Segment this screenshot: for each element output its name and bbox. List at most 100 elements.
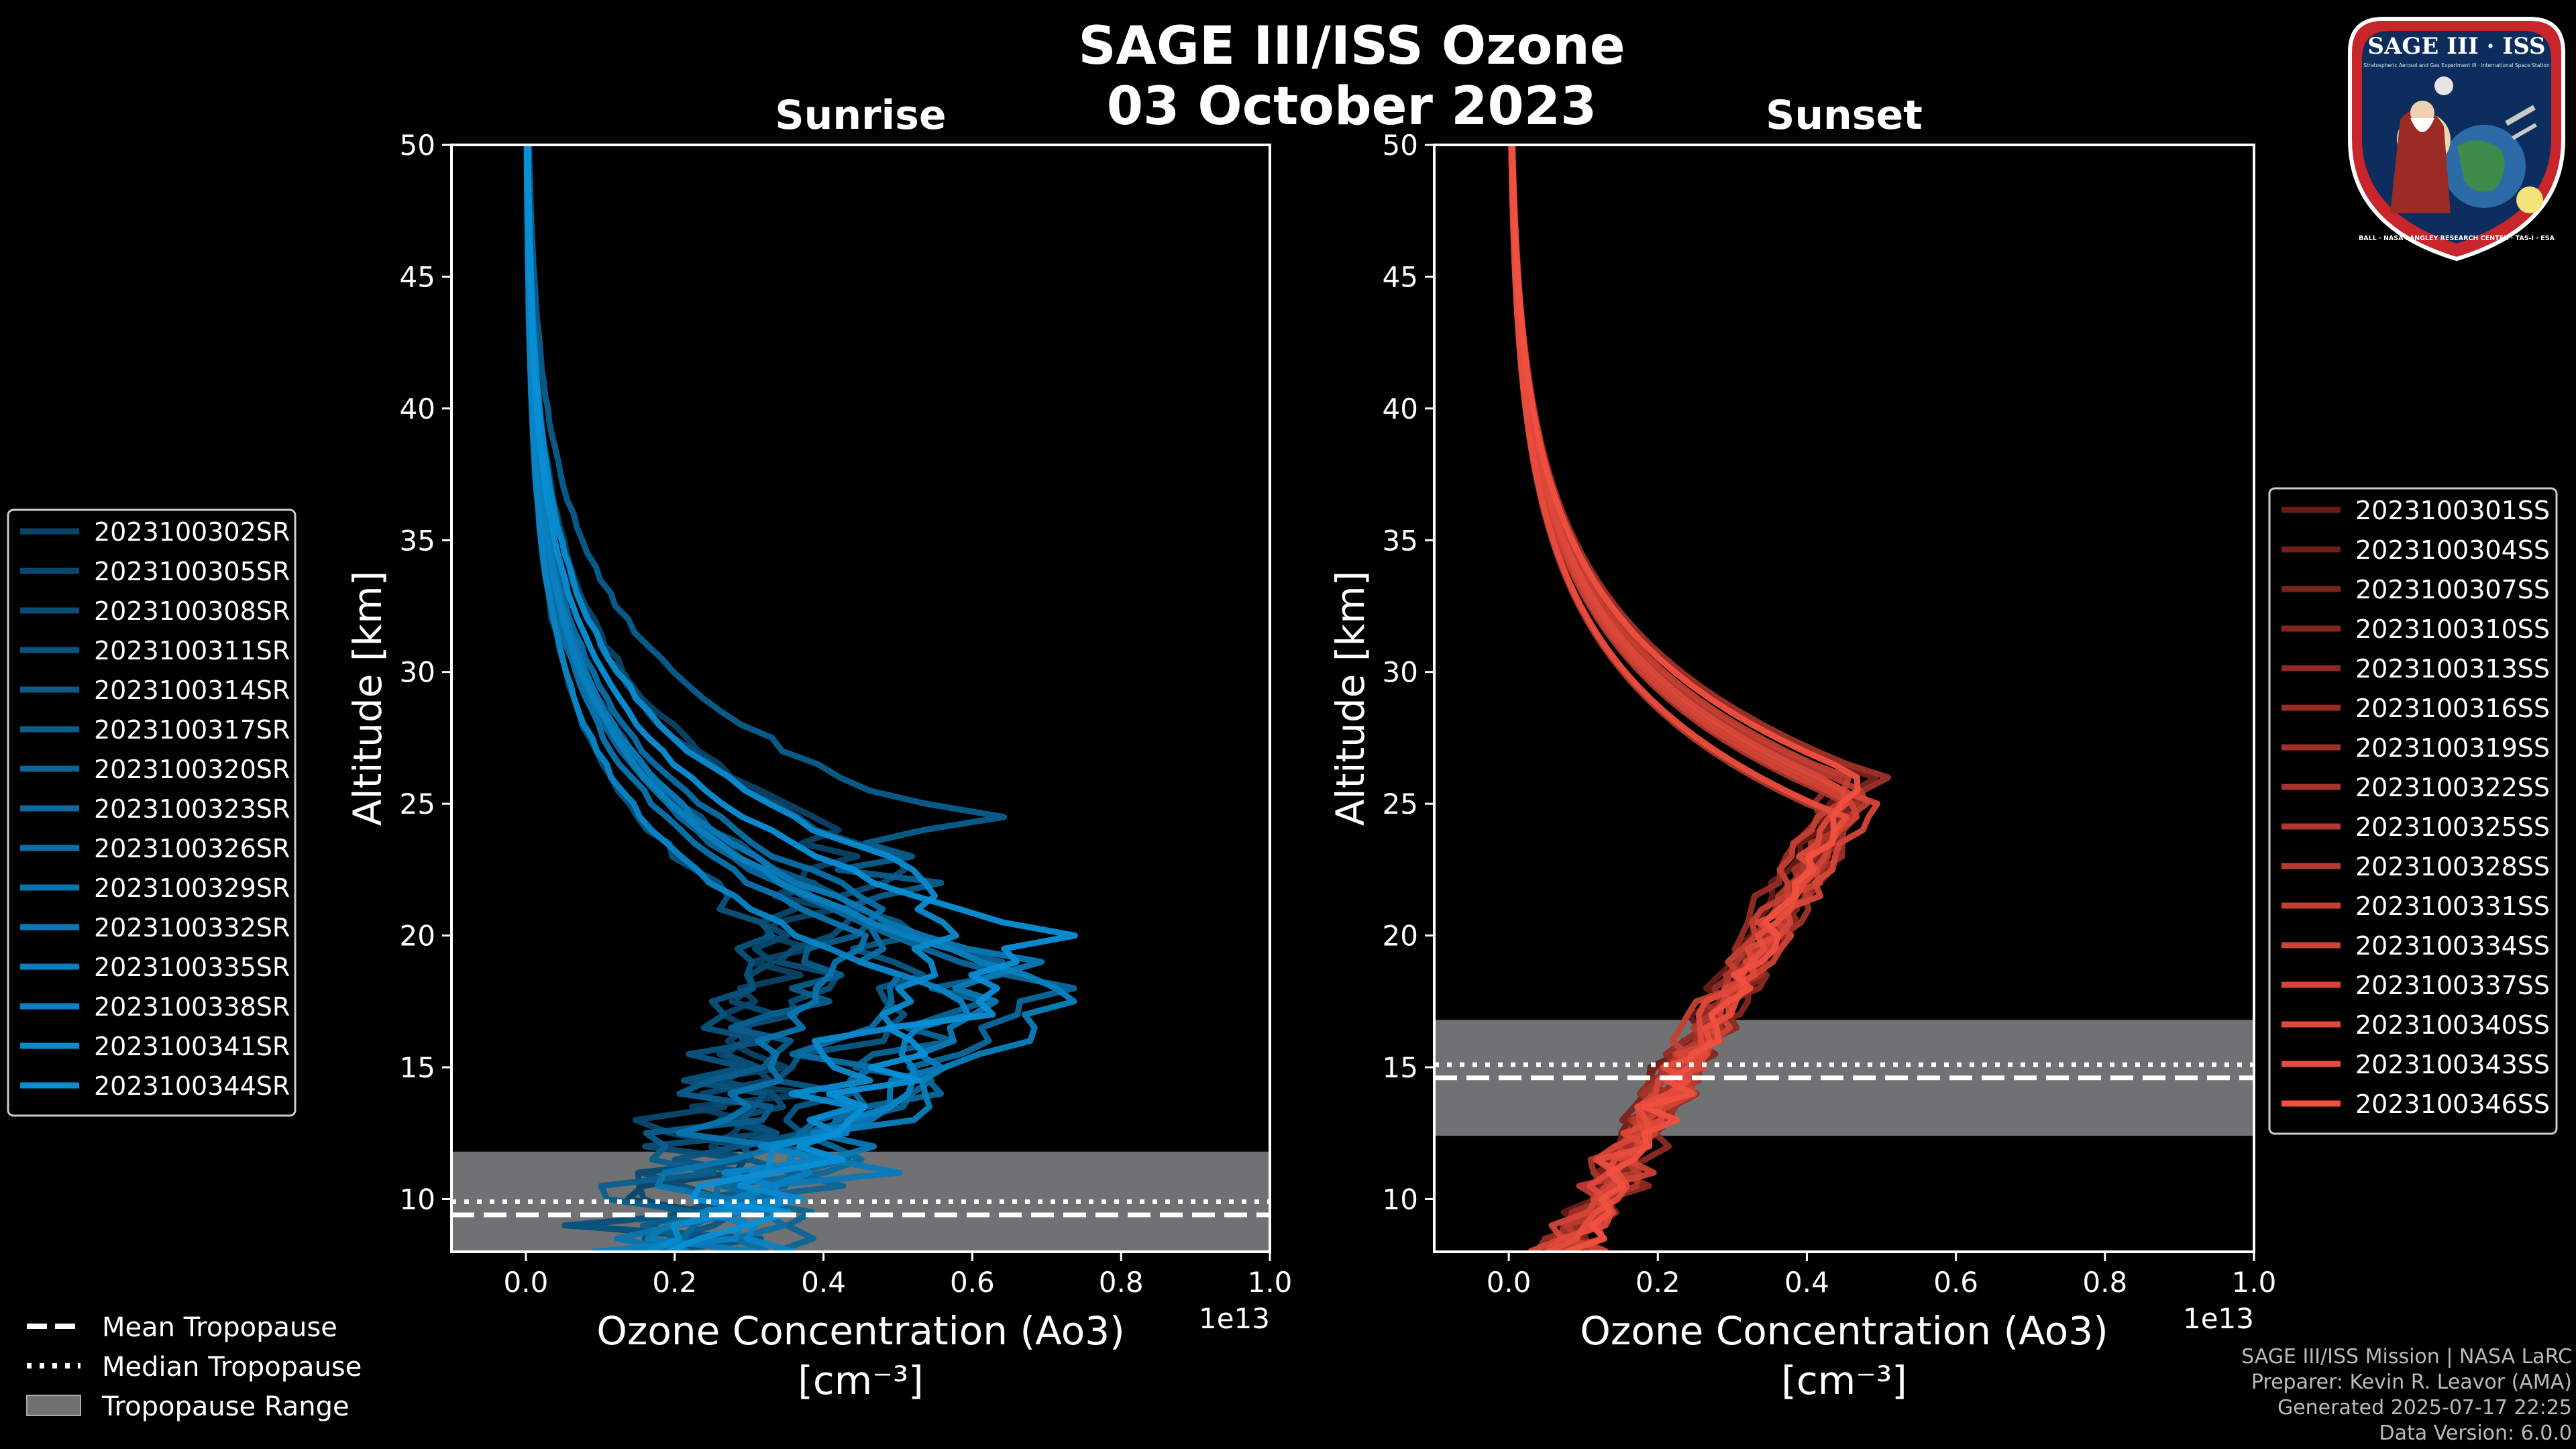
series-legend-sunrise: 2023100302SR 2023100305SR 2023100308SR 2023…	[7, 508, 297, 1117]
axes-frame	[450, 144, 1271, 1253]
legend-entry: 2023100317SR	[94, 715, 290, 745]
panel-sunrise: 10 15 20 25 30 35 40 45 50 0.0 0.2 0.4 0.6 0.8 1.01e13…	[7, 92, 1293, 1403]
legend-median-label: Median Tropopause	[102, 1352, 362, 1383]
profile-line-2023100344sr	[524, 145, 1078, 1252]
legend-entry: 2023100329SR	[94, 873, 290, 903]
profile-line-2023100317sr	[526, 145, 1008, 1252]
y-tick-label: 35	[1383, 524, 1418, 557]
y-axis-label: Altitude [km]	[345, 571, 390, 826]
subplot-title: Sunrise	[775, 92, 946, 139]
subplot-title: Sunset	[1766, 92, 1923, 139]
x-offset-text: 1e13	[2183, 1302, 2254, 1335]
profile-line-2023100343ss	[1508, 145, 1849, 1252]
legend-entry: 2023100331SS	[2355, 892, 2550, 921]
legend-entry: 2023100340SS	[2355, 1010, 2550, 1040]
y-tick-label: 25	[400, 788, 435, 820]
legend-entry: 2023100326SR	[94, 834, 290, 863]
y-tick-label: 10	[1383, 1183, 1418, 1216]
tropopause-legend: Mean Tropopause Median Tropopause Tropopau…	[26, 1312, 362, 1422]
y-tick-label: 30	[1383, 656, 1418, 689]
legend-box	[7, 508, 297, 1117]
legend-entry: 2023100341SR	[94, 1032, 290, 1061]
legend-mean-label: Mean Tropopause	[102, 1312, 337, 1343]
profile-line-2023100338sr	[523, 145, 971, 1252]
legend-entry: 2023100314SR	[94, 676, 290, 705]
logo-ring-text: BALL · NASA LANGLEY RESEARCH CENTER · TA…	[2359, 235, 2555, 242]
y-tick-label: 15	[1383, 1051, 1418, 1084]
x-tick-label: 0.4	[801, 1266, 846, 1299]
x-tick-label: 0.0	[1487, 1266, 1532, 1299]
x-tick-label: 1.0	[1248, 1266, 1293, 1299]
legend-entry: 2023100310SS	[2355, 614, 2550, 644]
y-tick-label: 15	[400, 1051, 435, 1084]
figure-title-line1: SAGE III/ISS Ozone	[1078, 16, 1625, 76]
y-tick-label: 30	[400, 656, 435, 689]
legend-entry: 2023100343SS	[2355, 1050, 2550, 1079]
legend-entry: 2023100320SR	[94, 755, 290, 784]
series-legend-sunset: 2023100301SS 2023100304SS 2023100307SS 2023…	[2268, 487, 2558, 1135]
legend-entry: 2023100338SR	[94, 992, 290, 1022]
x-tick-label: 0.2	[1635, 1266, 1680, 1299]
y-tick-label: 35	[400, 524, 435, 557]
y-tick-label: 45	[400, 260, 435, 293]
credit-mission: SAGE III/ISS Mission | NASA LaRC	[2241, 1345, 2572, 1368]
legend-entry: 2023100344SR	[94, 1071, 290, 1101]
y-tick-label: 40	[1383, 392, 1418, 425]
profile-line-2023100346ss	[1509, 145, 1861, 1252]
x-tick-label: 0.6	[950, 1266, 995, 1299]
legend-entry: 2023100323SR	[94, 794, 290, 824]
y-tick-label: 40	[400, 392, 435, 425]
profile-lines	[1508, 145, 1892, 1252]
credit-generated: Generated 2025-07-17 22:25	[2277, 1396, 2572, 1419]
y-tick-label: 50	[1383, 129, 1418, 162]
x-tick-label: 0.0	[504, 1266, 549, 1299]
x-offset-text: 1e13	[1199, 1302, 1270, 1335]
legend-entry: 2023100322SS	[2355, 773, 2550, 802]
legend-entry: 2023100308SR	[94, 596, 290, 626]
x-tick-label: 0.4	[1784, 1266, 1829, 1299]
figure-title-line2: 03 October 2023	[1106, 76, 1597, 137]
legend-entry: 2023100325SS	[2355, 812, 2550, 842]
y-axis-label: Altitude [km]	[1328, 571, 1373, 826]
x-axis-label: Ozone Concentration (Ao3)	[596, 1308, 1125, 1354]
credit-preparer: Preparer: Kevin R. Leavor (AMA)	[2251, 1371, 2572, 1394]
legend-entry: 2023100337SS	[2355, 971, 2550, 1000]
x-tick-label: 0.8	[2082, 1266, 2127, 1299]
figure-credits: SAGE III/ISS Mission | NASA LaRC Prepare…	[2241, 1344, 2572, 1446]
legend-range-swatch	[26, 1395, 81, 1416]
logo-name: SAGE III · ISS	[2367, 33, 2545, 60]
legend-entry: 2023100319SS	[2355, 733, 2550, 763]
legend-entry: 2023100304SS	[2355, 535, 2550, 565]
x-axis-unit: [cm⁻³]	[1781, 1358, 1907, 1403]
legend-entry: 2023100301SS	[2355, 496, 2550, 525]
profile-lines	[523, 145, 1078, 1252]
panel-sunset: 10 15 20 25 30 35 40 45 50 0.0 0.2 0.4 0.6 0.8 1.01e13…	[1328, 92, 2558, 1403]
legend-entry: 2023100328SS	[2355, 852, 2550, 881]
legend-entry: 2023100313SS	[2355, 654, 2550, 684]
x-tick-label: 1.0	[2232, 1266, 2277, 1299]
y-tick-label: 25	[1383, 788, 1418, 820]
x-tick-label: 0.2	[652, 1266, 697, 1299]
y-tick-label: 45	[1383, 260, 1418, 293]
legend-entry: 2023100346SS	[2355, 1089, 2550, 1119]
y-tick-label: 20	[1383, 920, 1418, 953]
sage-iii-iss-mission-logo: SAGE III · ISS Stratospheric Aerosol and…	[2348, 17, 2565, 262]
x-axis-label: Ozone Concentration (Ao3)	[1580, 1308, 2108, 1354]
legend-box	[2268, 487, 2558, 1135]
legend-entry: 2023100335SR	[94, 953, 290, 982]
x-tick-label: 0.8	[1099, 1266, 1144, 1299]
legend-range-label: Tropopause Range	[101, 1391, 350, 1422]
legend-entry: 2023100302SR	[94, 517, 290, 547]
x-tick-label: 0.6	[1933, 1266, 1978, 1299]
legend-entry: 2023100332SR	[94, 913, 290, 943]
credit-version: Data Version: 6.0.0	[2379, 1421, 2572, 1445]
x-axis-unit: [cm⁻³]	[798, 1358, 924, 1403]
y-tick-label: 20	[400, 920, 435, 953]
y-tick-label: 10	[400, 1183, 435, 1216]
y-tick-label: 50	[400, 129, 435, 162]
logo-subtitle: Stratospheric Aerosol and Gas Experiment…	[2363, 62, 2550, 68]
legend-entry: 2023100305SR	[94, 557, 290, 586]
legend-entry: 2023100307SS	[2355, 575, 2550, 604]
legend-entry: 2023100311SR	[94, 636, 290, 665]
